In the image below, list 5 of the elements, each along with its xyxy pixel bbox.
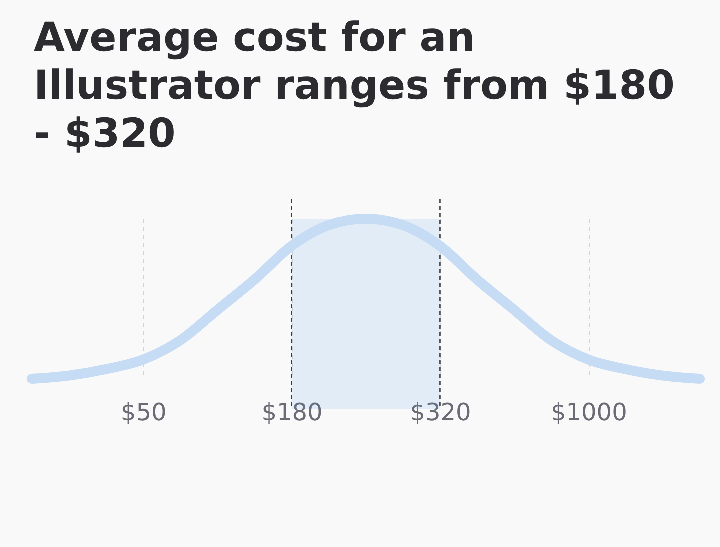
x-tick-label: $320 — [410, 398, 472, 426]
x-tick-label: $50 — [120, 398, 167, 426]
x-tick-label: $180 — [262, 398, 323, 426]
x-tick-label: $1000 — [550, 398, 628, 426]
chart-title: Average cost for an Illustrator ranges from $180 - $320 — [34, 14, 676, 158]
